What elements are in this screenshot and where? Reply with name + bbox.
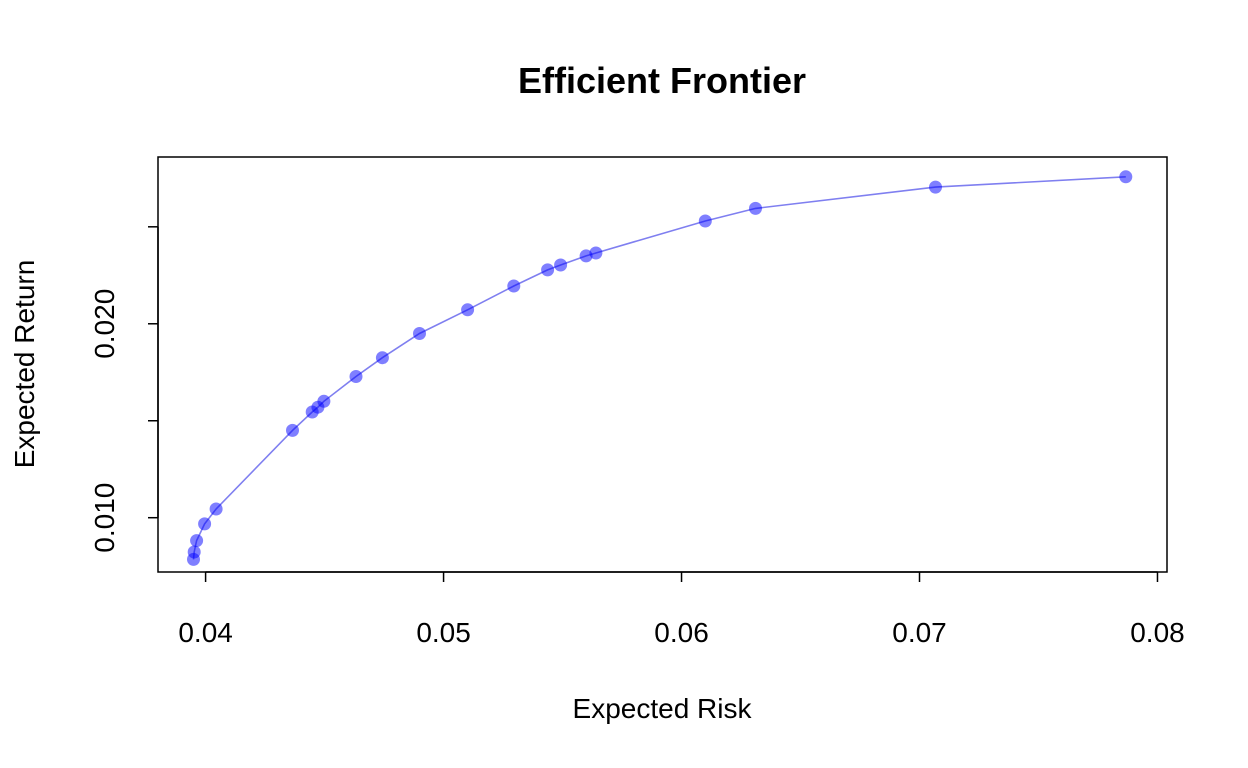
- x-tick-label: 0.07: [892, 617, 947, 648]
- frontier-point: [187, 545, 201, 559]
- frontier-point: [579, 249, 593, 263]
- frontier-point: [698, 214, 712, 228]
- frontier-point: [198, 517, 212, 531]
- frontier-point: [929, 180, 942, 194]
- y-axis: 0.010 0.020: [89, 226, 159, 553]
- chart-title: Efficient Frontier: [518, 60, 806, 101]
- frontier-point: [541, 263, 555, 277]
- points-group: [187, 170, 1133, 566]
- frontier-point: [286, 423, 299, 437]
- frontier-point: [209, 502, 223, 516]
- frontier-line: [192, 176, 1126, 560]
- x-axis-title: Expected Risk: [573, 693, 753, 724]
- y-tick-label: 0.010: [89, 483, 120, 553]
- frontier-point: [349, 370, 363, 383]
- frontier-point: [1119, 170, 1133, 184]
- x-tick-label: 0.04: [178, 617, 233, 648]
- x-tick-label: 0.05: [416, 617, 471, 648]
- frontier-point: [375, 351, 389, 365]
- plot-border: [157, 156, 1168, 573]
- y-tick-label: 0.020: [89, 289, 120, 359]
- frontier-point: [317, 394, 331, 408]
- frontier-line-group: [192, 176, 1126, 560]
- frontier-point: [554, 258, 568, 272]
- frontier-point: [413, 327, 426, 340]
- plot-area: 0.04 0.05 0.06 0.07 0.08 0.010 0.020: [89, 156, 1185, 648]
- x-tick-label: 0.06: [654, 617, 709, 648]
- frontier-point: [507, 279, 521, 293]
- y-axis-title: Expected Return: [9, 260, 40, 469]
- x-axis: 0.04 0.05 0.06 0.07 0.08: [178, 571, 1185, 648]
- x-tick-label: 0.08: [1130, 617, 1185, 648]
- frontier-point: [749, 201, 762, 215]
- frontier-point: [589, 246, 603, 260]
- frontier-point: [190, 534, 204, 548]
- frontier-point: [461, 303, 475, 317]
